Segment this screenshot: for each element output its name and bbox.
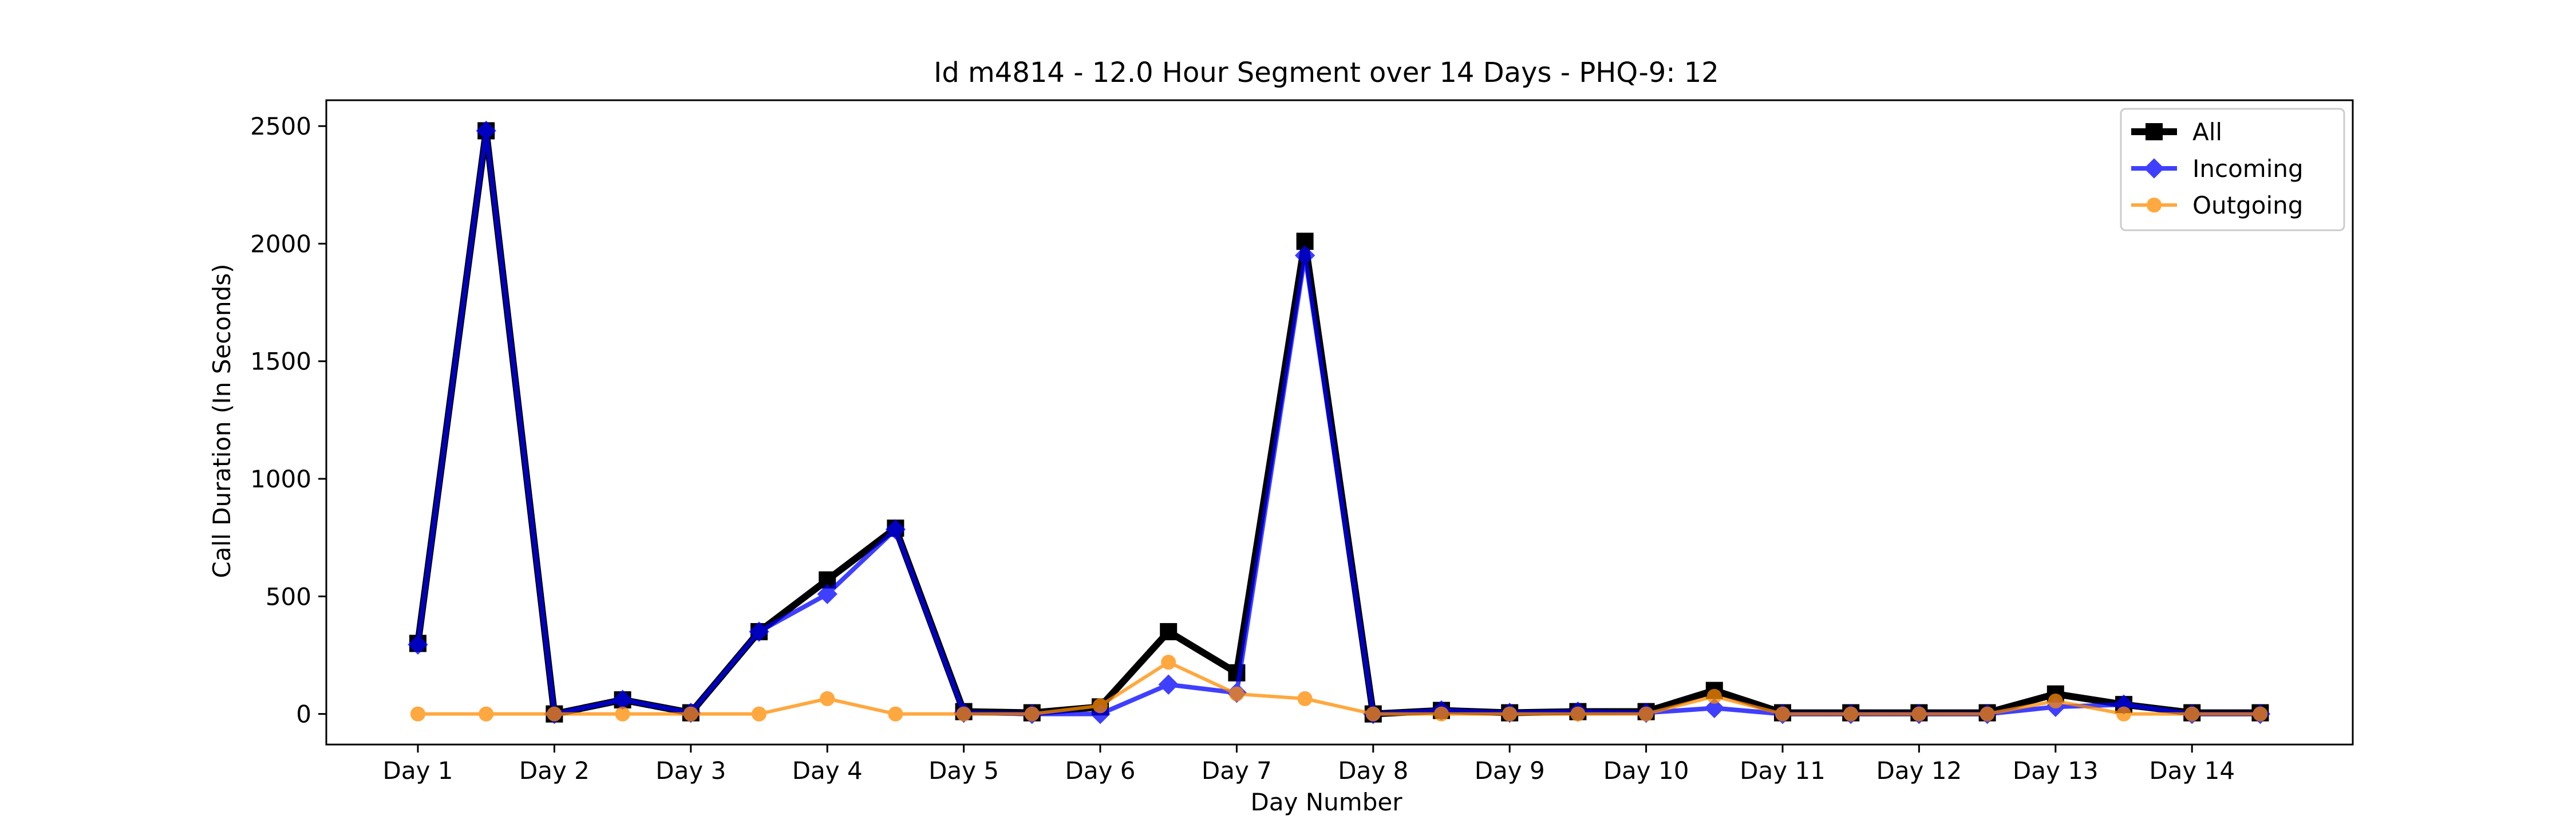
data-point-outgoing [2253, 706, 2268, 722]
x-tick-label: Day 4 [792, 757, 863, 785]
x-tick-label: Day 14 [2149, 757, 2235, 785]
data-point-incoming [749, 621, 769, 642]
y-tick-label: 500 [266, 582, 311, 611]
data-point-outgoing [752, 706, 767, 722]
data-point-outgoing [547, 706, 562, 722]
data-point-outgoing [1365, 706, 1381, 722]
data-point-outgoing [479, 706, 494, 722]
data-point-outgoing [1911, 706, 1927, 722]
data-point-outgoing [1502, 706, 1518, 722]
x-tick-label: Day 12 [1876, 757, 1962, 785]
x-tick-label: Day 10 [1603, 757, 1689, 785]
legend-marker-incoming [2144, 158, 2164, 179]
x-axis-label: Day Number [1250, 788, 1402, 816]
data-point-outgoing [1434, 706, 1449, 722]
axis-ticks: 0 500 1000 1500 2000 2500 Day 1 Day 2 Day 3 Day 4… [250, 112, 2235, 785]
legend-label-outgoing: Outgoing [2192, 191, 2303, 219]
data-point-outgoing [683, 706, 698, 722]
data-point-outgoing [1775, 706, 1790, 722]
y-tick-label: 2500 [250, 112, 311, 140]
x-tick-label: Day 5 [929, 757, 999, 785]
data-point-incoming [1158, 674, 1179, 695]
y-tick-label: 2000 [250, 230, 311, 258]
x-tick-label: Day 2 [519, 757, 590, 785]
y-tick-label: 0 [296, 700, 311, 728]
data-point-incoming [885, 519, 906, 539]
data-point-incoming [1704, 698, 1725, 719]
legend-box [2120, 108, 2345, 231]
data-point-outgoing [1843, 706, 1859, 722]
chart-title: Id m4814 - 12.0 Hour Segment over 14 Day… [934, 57, 1719, 89]
x-tick-label: Day 9 [1475, 757, 1545, 785]
data-point-outgoing [1706, 688, 1722, 704]
x-tick-label: Day 11 [1740, 757, 1826, 785]
data-point-outgoing [1638, 706, 1654, 722]
x-tick-label: Day 8 [1338, 757, 1408, 785]
data-point-outgoing [1024, 706, 1040, 722]
series-line-outgoing [418, 660, 2261, 716]
data-point-incoming [817, 584, 837, 604]
legend-label-all: All [2192, 118, 2222, 146]
legend-marker-all [2146, 123, 2163, 140]
legend-swatch-incoming [2131, 158, 2177, 179]
y-axis-label: Call Duration (In Seconds) [208, 263, 236, 578]
data-point-outgoing [1570, 706, 1586, 722]
y-tick-label: 1500 [250, 348, 311, 376]
plot-frame [325, 99, 2354, 746]
data-point-outgoing [1093, 698, 1108, 714]
plot-area [325, 99, 2354, 746]
data-point-outgoing [615, 706, 630, 722]
legend-label-incoming: Incoming [2192, 155, 2304, 183]
data-point-outgoing [2048, 694, 2063, 709]
data-point-all [1160, 623, 1178, 640]
data-point-incoming [1294, 245, 1315, 266]
x-tick-label: Day 13 [2013, 757, 2099, 785]
data-point-outgoing [1161, 655, 1176, 670]
data-point-outgoing [1297, 691, 1313, 706]
data-point-outgoing [888, 706, 903, 722]
data-point-outgoing [1229, 686, 1244, 702]
data-point-outgoing [956, 706, 971, 722]
x-tick-label: Day 1 [382, 757, 453, 785]
legend-swatch-all [2131, 123, 2177, 140]
data-point-outgoing [1980, 706, 1995, 722]
data-point-outgoing [410, 706, 425, 722]
data-point-incoming [476, 120, 496, 141]
x-tick-label: Day 6 [1065, 757, 1135, 785]
legend-swatch-outgoing [2131, 198, 2177, 212]
data-point-outgoing [820, 691, 835, 706]
data-point-outgoing [2116, 706, 2131, 722]
x-tick-label: Day 7 [1202, 757, 1272, 785]
legend-marker-outgoing [2147, 198, 2162, 212]
series-outgoing [410, 655, 2268, 722]
x-tick-label: Day 3 [655, 757, 726, 785]
data-point-incoming [408, 634, 428, 655]
legend: All Incoming Outgoing [2120, 108, 2345, 231]
data-point-outgoing [2184, 706, 2200, 722]
y-tick-label: 1000 [250, 465, 311, 493]
